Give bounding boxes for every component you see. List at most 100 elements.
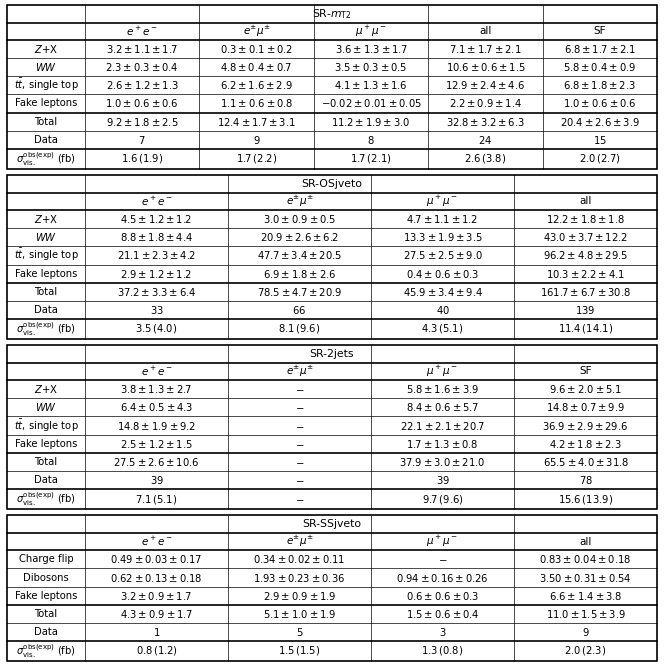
Text: $6.8 \pm 1.8 \pm 2.3$: $6.8 \pm 1.8 \pm 2.3$ — [563, 80, 636, 92]
Text: $5.8 \pm 1.6 \pm 3.9$: $5.8 \pm 1.6 \pm 3.9$ — [406, 383, 479, 395]
Text: SR-OSjveto: SR-OSjveto — [301, 179, 363, 189]
Text: $-$: $-$ — [295, 439, 304, 449]
Text: $1$: $1$ — [153, 626, 160, 638]
Text: $37.2 \pm 3.3 \pm 6.4$: $37.2 \pm 3.3 \pm 6.4$ — [117, 286, 197, 297]
Text: $5.8 \pm 0.4 \pm 0.9$: $5.8 \pm 0.4 \pm 0.9$ — [563, 61, 636, 73]
Text: $1.6\,(1.9)$: $1.6\,(1.9)$ — [121, 152, 163, 165]
Text: $2.2 \pm 0.9 \pm 1.4$: $2.2 \pm 0.9 \pm 1.4$ — [449, 98, 522, 110]
Text: $WW$: $WW$ — [35, 61, 57, 73]
Text: $\sigma_{\mathrm{vis.}}^{\mathrm{obs(exp)}}$ (fb): $\sigma_{\mathrm{vis.}}^{\mathrm{obs(exp… — [16, 490, 76, 508]
Text: $Z$+X: $Z$+X — [34, 213, 58, 225]
Text: $24$: $24$ — [478, 133, 493, 146]
Text: $-0.02 \pm 0.01 \pm 0.05$: $-0.02 \pm 0.01 \pm 0.05$ — [321, 98, 422, 110]
Text: $1.3\,(0.8)$: $1.3\,(0.8)$ — [422, 645, 463, 657]
Text: $-$: $-$ — [295, 384, 304, 394]
Text: $4.3 \pm 0.9 \pm 1.7$: $4.3 \pm 0.9 \pm 1.7$ — [120, 608, 193, 620]
Text: $32.8 \pm 3.2 \pm 6.3$: $32.8 \pm 3.2 \pm 6.3$ — [446, 116, 525, 127]
Text: $3.0 \pm 0.9 \pm 0.5$: $3.0 \pm 0.9 \pm 0.5$ — [263, 213, 336, 225]
Bar — [7, 5, 657, 169]
Text: $11.4\,(14.1)$: $11.4\,(14.1)$ — [558, 323, 613, 335]
Text: Total: Total — [35, 457, 58, 467]
Bar — [7, 515, 657, 661]
Text: $3$: $3$ — [439, 626, 446, 638]
Text: $45.9 \pm 3.4 \pm 9.4$: $45.9 \pm 3.4 \pm 9.4$ — [402, 286, 483, 297]
Text: $t\bar{t}$, single top: $t\bar{t}$, single top — [14, 248, 78, 264]
Text: $e^{\pm}\mu^{\pm}$: $e^{\pm}\mu^{\pm}$ — [286, 534, 313, 549]
Text: $3.2 \pm 0.9 \pm 1.7$: $3.2 \pm 0.9 \pm 1.7$ — [120, 590, 193, 602]
Text: $1.93 \pm 0.23 \pm 0.36$: $1.93 \pm 0.23 \pm 0.36$ — [254, 572, 346, 584]
Text: $7$: $7$ — [139, 133, 146, 146]
Text: SF: SF — [579, 367, 592, 376]
Text: $37.9 \pm 3.0 \pm 21.0$: $37.9 \pm 3.0 \pm 21.0$ — [399, 456, 485, 468]
Text: $6.2 \pm 1.6 \pm 2.9$: $6.2 \pm 1.6 \pm 2.9$ — [220, 80, 293, 92]
Text: $14.8 \pm 1.9 \pm 9.2$: $14.8 \pm 1.9 \pm 9.2$ — [117, 420, 196, 432]
Text: $1.7\,(2.2)$: $1.7\,(2.2)$ — [236, 152, 277, 165]
Text: $0.62 \pm 0.13 \pm 0.18$: $0.62 \pm 0.13 \pm 0.18$ — [110, 572, 203, 584]
Text: Data: Data — [34, 627, 58, 637]
Text: $6.6 \pm 1.4 \pm 3.8$: $6.6 \pm 1.4 \pm 3.8$ — [549, 590, 622, 602]
Text: Fake leptons: Fake leptons — [15, 98, 77, 108]
Text: $0.49 \pm 0.03 \pm 0.17$: $0.49 \pm 0.03 \pm 0.17$ — [110, 553, 203, 565]
Text: $1.7\,(2.1)$: $1.7\,(2.1)$ — [350, 152, 392, 165]
Text: $13.3 \pm 1.9 \pm 3.5$: $13.3 \pm 1.9 \pm 3.5$ — [402, 231, 482, 243]
Text: $40$: $40$ — [436, 304, 450, 316]
Text: $66$: $66$ — [292, 304, 307, 316]
Text: $-$: $-$ — [295, 494, 304, 504]
Text: $8.1\,(9.6)$: $8.1\,(9.6)$ — [278, 323, 321, 335]
Text: $\sigma_{\mathrm{vis.}}^{\mathrm{obs(exp)}}$ (fb): $\sigma_{\mathrm{vis.}}^{\mathrm{obs(exp… — [16, 320, 76, 338]
Text: $\mu^+\mu^-$: $\mu^+\mu^-$ — [355, 24, 387, 39]
Text: $39$: $39$ — [436, 474, 450, 486]
Text: $WW$: $WW$ — [35, 402, 57, 414]
Text: SR-$m_{\mathrm{T2}}$: SR-$m_{\mathrm{T2}}$ — [312, 7, 352, 21]
Text: $e^{\pm}\mu^{\pm}$: $e^{\pm}\mu^{\pm}$ — [286, 194, 313, 209]
Text: $33$: $33$ — [149, 304, 163, 316]
Text: $6.8 \pm 1.7 \pm 2.1$: $6.8 \pm 1.7 \pm 2.1$ — [564, 43, 636, 55]
Text: $12.2 \pm 1.8 \pm 1.8$: $12.2 \pm 1.8 \pm 1.8$ — [546, 213, 625, 225]
Text: $161.7 \pm 6.7 \pm 30.8$: $161.7 \pm 6.7 \pm 30.8$ — [540, 286, 631, 297]
Text: $9.7\,(9.6)$: $9.7\,(9.6)$ — [422, 493, 463, 505]
Text: $0.8\,(1.2)$: $0.8\,(1.2)$ — [135, 645, 177, 657]
Text: Total: Total — [35, 609, 58, 619]
Text: Total: Total — [35, 287, 58, 297]
Text: SF: SF — [594, 27, 606, 37]
Text: $0.34 \pm 0.02 \pm 0.11$: $0.34 \pm 0.02 \pm 0.11$ — [253, 553, 346, 565]
Text: $10.6 \pm 0.6 \pm 1.5$: $10.6 \pm 0.6 \pm 1.5$ — [446, 61, 525, 73]
Text: $43.0 \pm 3.7 \pm 12.2$: $43.0 \pm 3.7 \pm 12.2$ — [543, 231, 628, 243]
Text: Fake leptons: Fake leptons — [15, 591, 77, 601]
Text: $2.5 \pm 1.2 \pm 1.5$: $2.5 \pm 1.2 \pm 1.5$ — [120, 438, 193, 450]
Text: Total: Total — [35, 117, 58, 127]
Text: $-$: $-$ — [295, 457, 304, 467]
Text: $4.8 \pm 0.4 \pm 0.7$: $4.8 \pm 0.4 \pm 0.7$ — [220, 61, 293, 73]
Text: $139$: $139$ — [575, 304, 596, 316]
Text: $4.7 \pm 1.1 \pm 1.2$: $4.7 \pm 1.1 \pm 1.2$ — [406, 213, 479, 225]
Text: $\sigma_{\mathrm{vis.}}^{\mathrm{obs(exp)}}$ (fb): $\sigma_{\mathrm{vis.}}^{\mathrm{obs(exp… — [16, 642, 76, 660]
Text: $-$: $-$ — [295, 402, 304, 412]
Text: $1.5\,(1.5)$: $1.5\,(1.5)$ — [278, 645, 321, 657]
Text: $12.4 \pm 1.7 \pm 3.1$: $12.4 \pm 1.7 \pm 3.1$ — [217, 116, 296, 127]
Text: $4.2 \pm 1.8 \pm 2.3$: $4.2 \pm 1.8 \pm 2.3$ — [549, 438, 622, 450]
Text: $0.94 \pm 0.16 \pm 0.26$: $0.94 \pm 0.16 \pm 0.26$ — [396, 572, 489, 584]
Text: $0.4 \pm 0.6 \pm 0.3$: $0.4 \pm 0.6 \pm 0.3$ — [406, 268, 479, 280]
Text: $3.6 \pm 1.3 \pm 1.7$: $3.6 \pm 1.3 \pm 1.7$ — [335, 43, 407, 55]
Text: $7.1 \pm 1.7 \pm 2.1$: $7.1 \pm 1.7 \pm 2.1$ — [449, 43, 522, 55]
Text: $2.9 \pm 0.9 \pm 1.9$: $2.9 \pm 0.9 \pm 1.9$ — [263, 590, 336, 602]
Text: $-$: $-$ — [295, 475, 304, 485]
Text: $WW$: $WW$ — [35, 231, 57, 243]
Text: $0.83 \pm 0.04 \pm 0.18$: $0.83 \pm 0.04 \pm 0.18$ — [539, 553, 631, 565]
Text: $-$: $-$ — [295, 420, 304, 430]
Text: $\mu^+\mu^-$: $\mu^+\mu^-$ — [426, 534, 459, 549]
Text: $4.3\,(5.1)$: $4.3\,(5.1)$ — [421, 323, 463, 335]
Text: $Z$+X: $Z$+X — [34, 43, 58, 55]
Text: $6.9 \pm 1.8 \pm 2.6$: $6.9 \pm 1.8 \pm 2.6$ — [263, 268, 336, 280]
Text: $9$: $9$ — [253, 133, 260, 146]
Text: $8$: $8$ — [367, 133, 374, 146]
Text: $9.6 \pm 2.0 \pm 5.1$: $9.6 \pm 2.0 \pm 5.1$ — [549, 383, 622, 395]
Text: $2.6 \pm 1.2 \pm 1.3$: $2.6 \pm 1.2 \pm 1.3$ — [106, 80, 179, 92]
Bar — [7, 175, 657, 339]
Text: $t\bar{t}$, single top: $t\bar{t}$, single top — [14, 77, 78, 94]
Text: $27.5 \pm 2.5 \pm 9.0$: $27.5 \pm 2.5 \pm 9.0$ — [402, 250, 483, 262]
Text: $0.6 \pm 0.6 \pm 0.3$: $0.6 \pm 0.6 \pm 0.3$ — [406, 590, 479, 602]
Text: SR-SSjveto: SR-SSjveto — [302, 519, 362, 529]
Text: Data: Data — [34, 475, 58, 485]
Text: $1.5 \pm 0.6 \pm 0.4$: $1.5 \pm 0.6 \pm 0.4$ — [406, 608, 479, 620]
